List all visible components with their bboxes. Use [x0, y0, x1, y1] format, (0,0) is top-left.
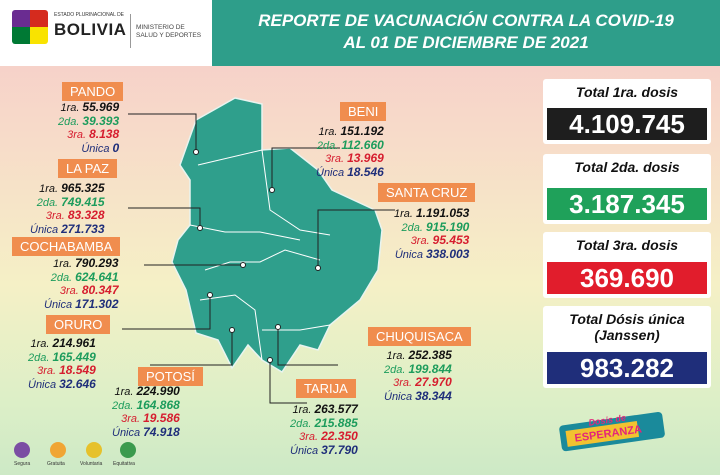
stats-beni: 1ra. 151.192 2da. 112.660 3ra. 13.969 Única… — [316, 124, 384, 179]
ministry-line2: SALUD Y DEPORTES — [136, 32, 202, 39]
stats-cochabamba: 1ra. 790.293 2da. 624.641 3ra. 80.347 Única… — [44, 256, 119, 311]
total-second-dose-title: Total 2da. dosis — [574, 159, 680, 175]
tag-pando: PANDO — [62, 82, 124, 101]
total-first-dose-value: 4.109.745 — [547, 108, 707, 140]
tag-beni: BENI — [340, 102, 387, 121]
ministry-label: MINISTERIO DE SALUD Y DEPORTES — [136, 24, 201, 40]
stats-tarija: 1ra. 263.577 2da. 215.885 3ra. 22.350 Única… — [290, 402, 358, 457]
title-line1: REPORTE DE VACUNACIÓN CONTRA LA COVID-19 — [258, 11, 674, 30]
tag-tarija: TARIJA — [296, 379, 356, 398]
coin-icon — [50, 442, 66, 458]
logo-area: ESTADO PLURINACIONAL DE BOLIVIA MINISTER… — [0, 0, 212, 66]
footer-label-segura: Segura — [14, 461, 31, 467]
footer-label-gratuita: Gratuita — [47, 461, 65, 467]
total-third-dose-card: Total 3ra. dosis 369.690 — [543, 232, 711, 298]
bolivia-emblem-icon — [12, 10, 48, 44]
total-first-dose-card: Total 1ra. dosis 4.109.745 — [543, 79, 711, 144]
total-third-dose-title: Total 3ra. dosis — [575, 237, 679, 253]
title-line2: AL 01 DE DICIEMBRE DE 2021 — [343, 33, 589, 52]
stats-chuquisaca: 1ra. 252.385 2da. 199.844 3ra. 27.970 Única… — [384, 348, 452, 403]
shield-icon — [14, 442, 30, 458]
logo-state-text: ESTADO PLURINACIONAL DE — [54, 12, 125, 18]
footer-label-voluntaria: Voluntaria — [80, 461, 103, 467]
tag-santa-cruz: SANTA CRUZ — [378, 183, 476, 202]
stats-la-paz: 1ra. 965.325 2da. 749.415 3ra. 83.328 Única… — [30, 181, 105, 236]
tag-cochabamba: COCHABAMBA — [12, 237, 121, 256]
footer-label-equitativa: Equitativa — [113, 461, 135, 467]
stats-potosi: 1ra. 224.990 2da. 164.868 3ra. 19.586 Única… — [112, 384, 180, 439]
tag-chuquisaca: CHUQUISACA — [368, 327, 471, 346]
scale-icon — [120, 442, 136, 458]
tag-la-paz: LA PAZ — [58, 159, 118, 178]
total-single-dose-title: Total Dósis única (Janssen) — [569, 311, 685, 343]
stats-oruro: 1ra. 214.961 2da. 165.449 3ra. 18.549 Única… — [28, 336, 96, 391]
leader-lines — [122, 113, 395, 404]
tag-potosi: POTOSÍ — [138, 367, 203, 386]
logo-divider — [130, 14, 131, 48]
total-third-dose-value: 369.690 — [547, 262, 707, 294]
stats-pando: 1ra. 55.969 2da. 39.393 3ra. 8.138 Única 0 — [58, 100, 120, 155]
ministry-line1: MINISTERIO DE — [136, 24, 185, 31]
logo-country: BOLIVIA — [54, 20, 127, 39]
total-first-dose-title: Total 1ra. dosis — [575, 84, 679, 100]
total-second-dose-card: Total 2da. dosis 3.187.345 — [543, 154, 711, 224]
dosis-de-esperanza-logo: Dosis de ESPERANZA — [559, 411, 665, 452]
hand-icon — [86, 442, 102, 458]
stats-santa-cruz: 1ra. 1.191.053 2da. 915.190 3ra. 95.453 Úni… — [394, 206, 470, 261]
page-title: REPORTE DE VACUNACIÓN CONTRA LA COVID-19… — [212, 0, 720, 66]
total-single-dose-value: 983.282 — [547, 352, 707, 384]
total-single-dose-card: Total Dósis única (Janssen) 983.282 — [543, 306, 711, 388]
department-markers — [193, 149, 321, 363]
department-borders — [189, 149, 331, 361]
total-second-dose-value: 3.187.345 — [547, 188, 707, 220]
tag-oruro: ORURO — [46, 315, 111, 334]
